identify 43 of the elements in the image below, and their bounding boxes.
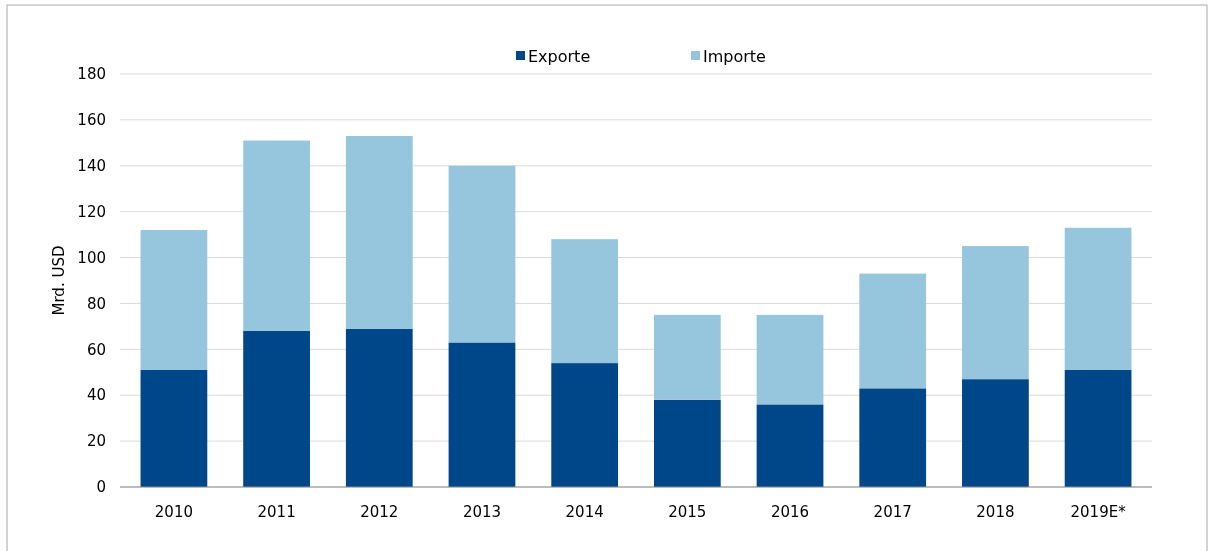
x-tick-label: 2014 <box>565 503 604 521</box>
y-axis-title: Mrd. USD <box>50 245 68 316</box>
bar <box>345 135 413 329</box>
bar <box>1064 369 1132 487</box>
x-tick-label: 2011 <box>257 503 296 521</box>
bar <box>551 363 619 487</box>
bar <box>243 330 310 487</box>
bar <box>448 165 516 343</box>
bar <box>551 239 619 364</box>
bar <box>962 246 1029 380</box>
x-tick-label: 2018 <box>976 503 1015 521</box>
x-tick-label: 2019E* <box>1070 503 1127 521</box>
y-tick-label: 40 <box>86 386 106 405</box>
legend-label: Exporte <box>528 46 591 66</box>
bar <box>140 230 208 370</box>
x-tick-label: 2015 <box>668 503 707 521</box>
bar <box>448 342 516 487</box>
y-tick-label: 80 <box>86 294 106 313</box>
bar <box>140 369 208 487</box>
bar <box>1064 227 1132 370</box>
legend-label: Importe <box>703 46 766 66</box>
bar <box>243 140 310 331</box>
x-tick-label: 2016 <box>770 503 810 521</box>
y-tick-label: 100 <box>77 248 106 267</box>
x-tick-label: 2017 <box>873 503 912 521</box>
y-tick-label: 140 <box>77 157 106 176</box>
x-tick-label: 2013 <box>462 503 502 521</box>
y-tick-label: 0 <box>96 478 106 497</box>
y-tick-label: 160 <box>77 111 106 130</box>
bar <box>756 314 824 405</box>
bar <box>859 273 927 389</box>
y-tick-label: 120 <box>77 202 106 221</box>
bar <box>756 404 824 487</box>
bar <box>653 399 721 487</box>
bar <box>962 379 1029 487</box>
bar <box>859 388 927 487</box>
x-tick-label: 2010 <box>154 503 193 521</box>
y-tick-label: 180 <box>77 65 106 84</box>
x-tick-label: 2012 <box>360 503 399 521</box>
bar <box>345 328 413 487</box>
y-tick-label: 20 <box>86 432 106 451</box>
bar <box>653 314 721 400</box>
y-tick-label: 60 <box>86 340 106 359</box>
